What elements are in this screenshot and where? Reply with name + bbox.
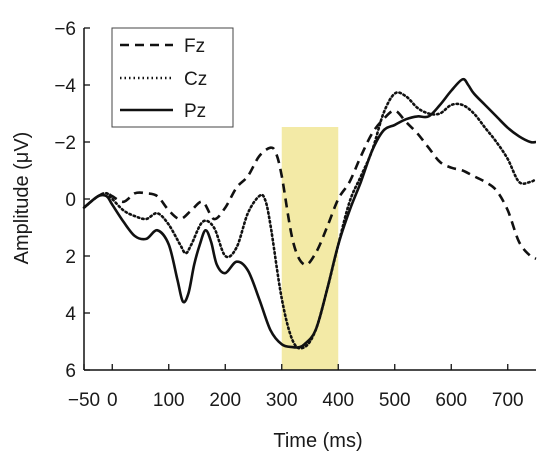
axes-layer: −6 −4 −2 0 2 4 6 −50 0 100 200 300 400 500 600 700: [54, 19, 536, 411]
x-tick-label: 500: [379, 390, 411, 411]
y-axis-title: Amplitude (μV): [11, 132, 33, 265]
y-tick-label: −2: [54, 133, 76, 154]
x-tick-label: 400: [322, 390, 354, 411]
series-line-pz: [83, 77, 537, 349]
x-tick-label: 100: [153, 390, 185, 411]
highlight-window: [281, 127, 339, 370]
x-tick-label: 700: [492, 390, 524, 411]
x-tick-label: 300: [266, 390, 298, 411]
x-tick-label: 0: [107, 390, 118, 411]
legend-label-fz: Fz: [184, 36, 205, 57]
y-tick-label: 4: [65, 304, 76, 325]
y-tick-label: 6: [65, 361, 76, 382]
y-tick-label: 0: [65, 190, 76, 211]
series-layer: [82, 77, 538, 350]
legend-label-cz: Cz: [184, 69, 207, 90]
x-tick-label: −50: [68, 390, 100, 411]
x-tick-label: 600: [435, 390, 467, 411]
legend: Fz Cz Pz: [111, 27, 234, 128]
y-tick-label: −4: [54, 76, 76, 97]
x-axis-title: Time (ms): [273, 430, 362, 452]
y-tick-label: −6: [54, 19, 76, 40]
x-tick-label: 200: [209, 390, 241, 411]
y-tick-label: 2: [65, 247, 76, 268]
legend-label-pz: Pz: [184, 101, 206, 122]
series-line-fz: [83, 109, 537, 267]
